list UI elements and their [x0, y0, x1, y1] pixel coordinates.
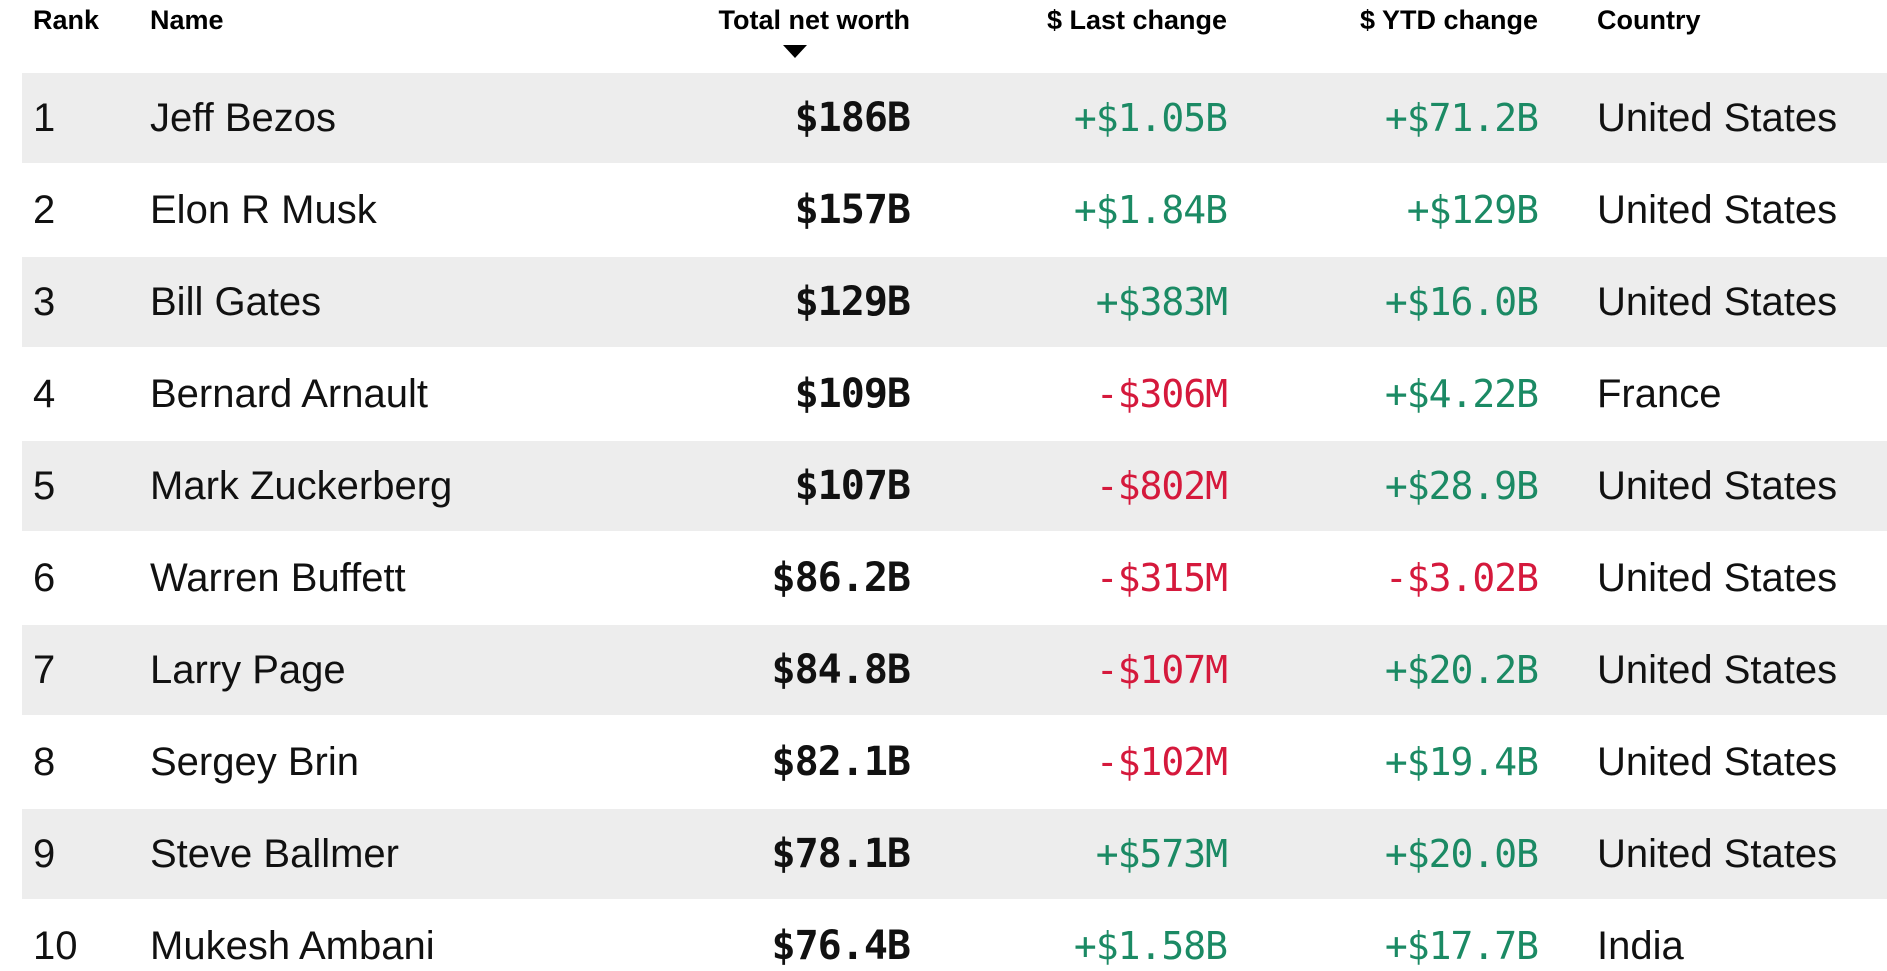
- table-row[interactable]: 3 Bill Gates $129B +$383M +$16.0B United…: [22, 257, 1887, 349]
- person-name: Bernard Arnault: [150, 371, 428, 416]
- last-change-value: +$573M: [1095, 832, 1227, 876]
- person-name: Mark Zuckerberg: [150, 463, 453, 508]
- ytd-change-value: +$17.7B: [1384, 924, 1538, 968]
- table-row[interactable]: 10 Mukesh Ambani $76.4B +$1.58B +$17.7B …: [22, 901, 1887, 971]
- person-name: Elon R Musk: [150, 187, 377, 232]
- total-net-worth-value: $109B: [794, 371, 910, 417]
- table-row[interactable]: 1 Jeff Bezos $186B +$1.05B +$71.2B Unite…: [22, 73, 1887, 165]
- country-value: United States: [1597, 647, 1838, 692]
- last-change-value: -$102M: [1095, 740, 1227, 784]
- country-value: India: [1597, 923, 1684, 968]
- country-value: United States: [1597, 95, 1838, 140]
- total-net-worth-value: $84.8B: [771, 647, 911, 693]
- last-change-value: -$802M: [1095, 464, 1227, 508]
- ytd-change-value: +$4.22B: [1384, 372, 1538, 416]
- table-row[interactable]: 6 Warren Buffett $86.2B -$315M -$3.02B U…: [22, 533, 1887, 625]
- ytd-change-value: +$28.9B: [1384, 464, 1538, 508]
- last-change-value: +$383M: [1095, 280, 1227, 324]
- person-name: Jeff Bezos: [150, 95, 337, 140]
- country-value: United States: [1597, 187, 1838, 232]
- ytd-change-value: +$16.0B: [1384, 280, 1538, 324]
- table-row[interactable]: 7 Larry Page $84.8B -$107M +$20.2B Unite…: [22, 625, 1887, 717]
- country-value: United States: [1597, 279, 1838, 324]
- last-change-value: +$1.05B: [1073, 96, 1227, 140]
- person-name: Mukesh Ambani: [150, 923, 435, 968]
- table-header-row: Rank Name Total net worth $ Last change …: [22, 0, 1887, 73]
- rank-value: 7: [33, 647, 56, 692]
- person-name: Bill Gates: [150, 279, 322, 324]
- total-net-worth-value: $78.1B: [771, 831, 911, 877]
- total-net-worth-value: $186B: [794, 95, 910, 141]
- country-value: United States: [1597, 739, 1838, 784]
- sort-desc-arrow-icon[interactable]: [783, 45, 807, 58]
- column-header-country[interactable]: Country: [1597, 5, 1701, 35]
- person-name: Sergey Brin: [150, 739, 359, 784]
- ytd-change-value: +$71.2B: [1384, 96, 1538, 140]
- country-value: United States: [1597, 463, 1838, 508]
- rank-value: 4: [33, 371, 56, 416]
- person-name: Steve Ballmer: [150, 831, 399, 876]
- last-change-value: +$1.58B: [1073, 924, 1227, 968]
- rank-value: 6: [33, 555, 56, 600]
- table-row[interactable]: 5 Mark Zuckerberg $107B -$802M +$28.9B U…: [22, 441, 1887, 533]
- column-header-name[interactable]: Name: [150, 5, 224, 35]
- last-change-value: +$1.84B: [1073, 188, 1227, 232]
- column-header-rank[interactable]: Rank: [33, 5, 100, 35]
- rank-value: 1: [33, 95, 56, 140]
- column-header-total-net-worth-label: Total net worth: [718, 5, 910, 35]
- total-net-worth-value: $157B: [794, 187, 910, 233]
- total-net-worth-value: $129B: [794, 279, 910, 325]
- ytd-change-value: +$20.0B: [1384, 832, 1538, 876]
- rank-value: 10: [33, 923, 78, 968]
- table-row[interactable]: 9 Steve Ballmer $78.1B +$573M +$20.0B Un…: [22, 809, 1887, 901]
- table-row[interactable]: 8 Sergey Brin $82.1B -$102M +$19.4B Unit…: [22, 717, 1887, 809]
- column-header-last-change[interactable]: $ Last change: [1046, 5, 1227, 35]
- rank-value: 3: [33, 279, 56, 324]
- ytd-change-value: +$20.2B: [1384, 648, 1538, 692]
- table-row[interactable]: 4 Bernard Arnault $109B -$306M +$4.22B F…: [22, 349, 1887, 441]
- last-change-value: -$107M: [1095, 648, 1227, 692]
- last-change-value: -$315M: [1095, 556, 1227, 600]
- total-net-worth-value: $86.2B: [771, 555, 911, 601]
- ytd-change-value: +$19.4B: [1384, 740, 1538, 784]
- table-row[interactable]: 2 Elon R Musk $157B +$1.84B +$129B Unite…: [22, 165, 1887, 257]
- person-name: Larry Page: [150, 647, 346, 692]
- last-change-value: -$306M: [1095, 372, 1227, 416]
- rank-value: 8: [33, 739, 56, 784]
- person-name: Warren Buffett: [150, 555, 406, 600]
- column-header-total-net-worth[interactable]: Total net worth: [680, 5, 910, 58]
- ytd-change-value: +$129B: [1406, 188, 1538, 232]
- total-net-worth-value: $76.4B: [771, 923, 911, 969]
- country-value: United States: [1597, 555, 1838, 600]
- ytd-change-value: -$3.02B: [1384, 556, 1538, 600]
- rank-value: 2: [33, 187, 56, 232]
- country-value: France: [1597, 371, 1722, 416]
- total-net-worth-value: $107B: [794, 463, 910, 509]
- column-header-ytd-change[interactable]: $ YTD change: [1359, 5, 1538, 35]
- rank-value: 5: [33, 463, 56, 508]
- rank-value: 9: [33, 831, 56, 876]
- country-value: United States: [1597, 831, 1838, 876]
- total-net-worth-value: $82.1B: [771, 739, 911, 785]
- table-body: 1 Jeff Bezos $186B +$1.05B +$71.2B Unite…: [0, 73, 1887, 971]
